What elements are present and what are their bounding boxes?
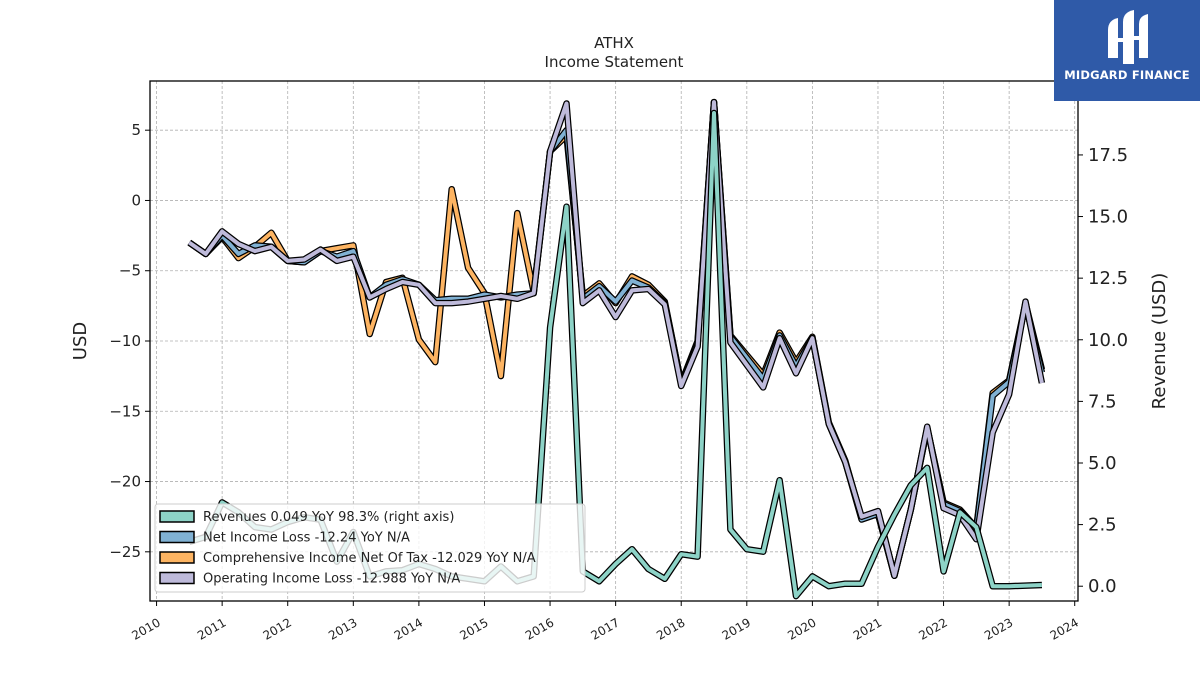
x-tick-label: 2010 — [129, 615, 162, 642]
legend-swatch — [159, 571, 195, 585]
legend-label: Revenues 0.049 YoY 98.3% (right axis) — [203, 510, 454, 525]
legend-box — [154, 503, 586, 593]
x-tick-label: 2013 — [326, 615, 359, 642]
midgard-finance-logo-text: MIDGARD FINANCE — [1064, 68, 1190, 82]
midgard-finance-logo: MIDGARD FINANCE — [1054, 0, 1200, 101]
y2-tick-label: 12.5 — [1088, 268, 1128, 289]
y2-tick-label: 10.0 — [1088, 330, 1128, 351]
x-tick-label: 2024 — [1048, 615, 1081, 642]
x-tick-label: 2015 — [457, 615, 490, 642]
y-tick-label: −5 — [119, 262, 141, 280]
x-tick-label: 2018 — [654, 615, 687, 642]
x-tick-label: 2023 — [982, 615, 1015, 642]
plot-frame — [149, 80, 1079, 602]
x-axis-ticks: 2010 2011 2012 2013 2014 2015 2016 2017 2018 2019… — [129, 601, 1081, 643]
y-tick-label: 5 — [131, 121, 141, 139]
legend-swatch — [159, 530, 195, 544]
left-y-axis-ticks: 5 0 −5 −10 −15 −20 −25 — [109, 121, 150, 561]
x-tick-label: 2012 — [261, 615, 294, 642]
y-tick-label: −25 — [109, 543, 141, 561]
y2-tick-label: 7.5 — [1088, 391, 1117, 412]
right-y-axis-label: Revenue (USD) — [1149, 273, 1170, 410]
y-axis-label: USD — [70, 322, 91, 360]
chart-title: ATHX — [594, 34, 634, 52]
legend-swatch — [159, 510, 195, 523]
chart-subtitle: Income Statement — [545, 53, 684, 71]
y-tick-label: −10 — [109, 332, 141, 350]
y-tick-label: 0 — [131, 191, 141, 209]
x-tick-label: 2019 — [720, 615, 753, 642]
series-line — [188, 100, 1044, 578]
chart-legend: Revenues 0.049 YoY 98.3% (right axis) Net… — [154, 503, 586, 593]
x-tick-label: 2014 — [392, 615, 425, 642]
legend-swatch — [159, 551, 195, 564]
y2-tick-label: 17.5 — [1088, 145, 1128, 166]
x-tick-label: 2017 — [588, 615, 621, 642]
y2-tick-label: 2.5 — [1088, 515, 1117, 536]
x-tick-label: 2022 — [916, 615, 949, 642]
legend-label: Comprehensive Income Net Of Tax -12.029 … — [203, 551, 536, 566]
midgard-finance-logo-icon — [1108, 10, 1148, 64]
y2-tick-label: 0.0 — [1088, 576, 1117, 597]
legend-label: Operating Income Loss -12.988 YoY N/A — [203, 572, 460, 587]
legend-label: Net Income Loss -12.24 YoY N/A — [203, 531, 410, 546]
y2-tick-label: 15.0 — [1088, 207, 1128, 228]
series-lines — [187, 98, 1046, 600]
x-tick-label: 2021 — [851, 615, 884, 642]
right-y-axis-ticks: 17.5 15.0 12.5 10.0 7.5 5.0 2.5 0.0 — [1078, 145, 1128, 597]
y-tick-label: −15 — [109, 402, 141, 420]
x-tick-label: 2016 — [523, 615, 556, 642]
y2-tick-label: 5.0 — [1088, 453, 1117, 474]
x-tick-label: 2020 — [785, 615, 818, 642]
y-tick-label: −20 — [109, 473, 141, 491]
x-tick-label: 2011 — [195, 615, 228, 642]
